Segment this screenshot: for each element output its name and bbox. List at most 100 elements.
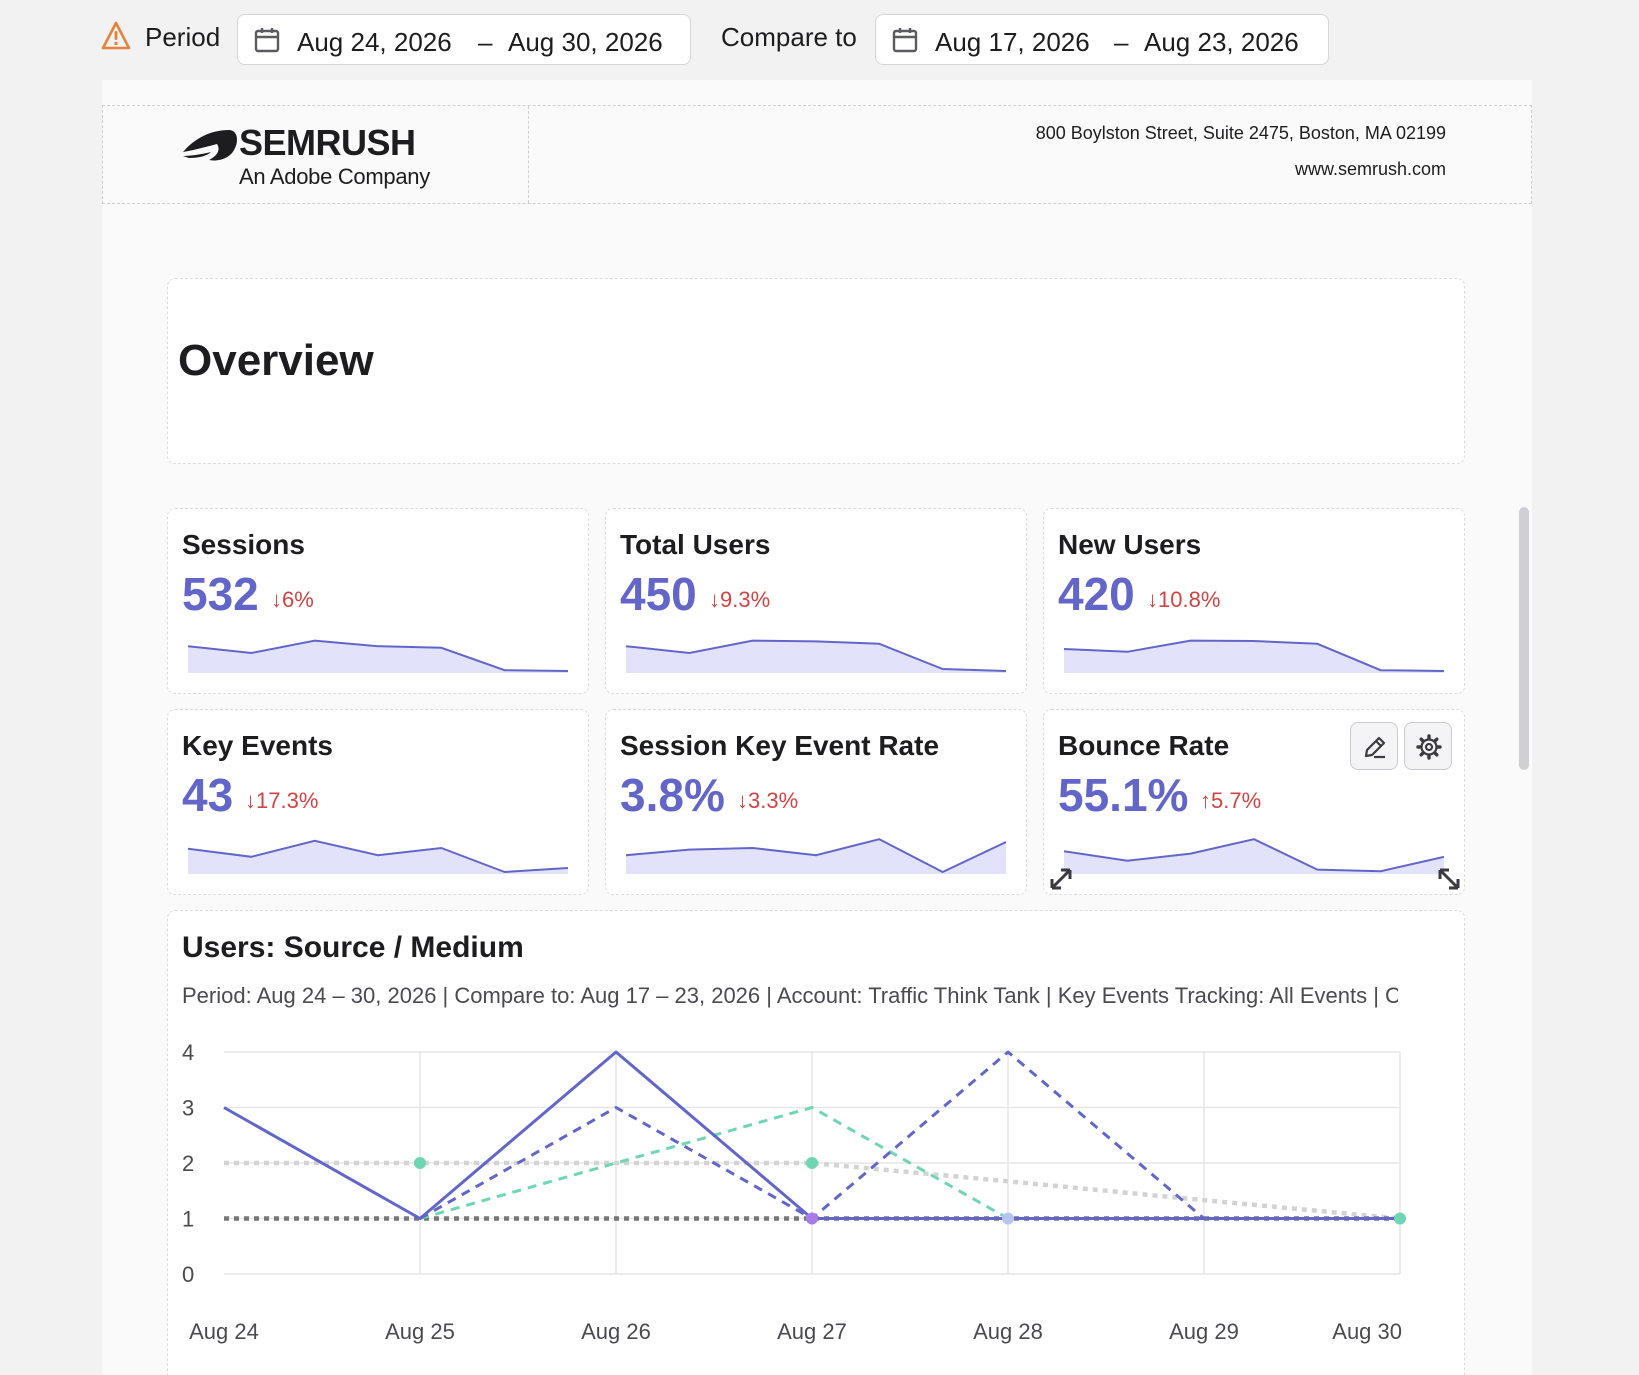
overview-title: Overview xyxy=(178,336,374,385)
range-separator: – xyxy=(478,27,493,57)
report-header: SEMRUSH An Adobe Company 800 Boylston St… xyxy=(102,105,1532,204)
metric-value: 420 xyxy=(1058,568,1135,620)
x-tick-label: Aug 25 xyxy=(385,1319,455,1344)
metric-card[interactable]: Session Key Event Rate 3.8% ↓3.3% xyxy=(605,709,1027,895)
metric-card[interactable]: Sessions 532 ↓6% xyxy=(167,508,589,694)
data-point xyxy=(1394,1212,1406,1225)
chart-subtitle: Period: Aug 24 – 30, 2026 | Compare to: … xyxy=(182,983,1398,1008)
sparkline-area xyxy=(188,840,568,874)
metric-delta-value: 9.3% xyxy=(720,587,771,612)
y-tick-label: 0 xyxy=(182,1262,194,1287)
calendar-icon xyxy=(892,28,918,53)
company-address: 800 Boylston Street, Suite 2475, Boston,… xyxy=(1035,123,1446,143)
sparkline-line xyxy=(188,639,568,672)
sparkline-line xyxy=(188,839,568,874)
metric-sparkline xyxy=(1064,639,1444,673)
metric-title: Key Events xyxy=(182,730,333,761)
metric-sparkline xyxy=(188,639,568,673)
edit-widget-button[interactable] xyxy=(1350,722,1398,770)
resize-handle-right[interactable] xyxy=(1436,866,1462,892)
arrow-down-icon: ↓ xyxy=(245,788,256,813)
metric-delta-value: 10.8% xyxy=(1158,587,1221,612)
metric-delta: ↓9.3% xyxy=(709,587,770,613)
pencil-icon xyxy=(1364,736,1386,759)
data-point xyxy=(806,1157,818,1169)
metric-sparkline xyxy=(626,838,1006,874)
metric-sparkline xyxy=(1064,838,1444,874)
period-start-date: Aug 24, 2026 xyxy=(297,27,452,57)
metric-card[interactable]: New Users 420 ↓10.8% xyxy=(1043,508,1465,694)
x-tick-label: Aug 28 xyxy=(973,1319,1043,1344)
report-page: SEMRUSH An Adobe Company 800 Boylston St… xyxy=(102,80,1532,1375)
y-tick-label: 3 xyxy=(182,1096,194,1121)
sparkline-area xyxy=(626,839,1006,874)
metric-value: 532 xyxy=(182,568,259,620)
y-tick-label: 1 xyxy=(182,1207,194,1232)
sparkline-line xyxy=(1064,639,1444,672)
arrow-down-icon: ↓ xyxy=(709,587,720,612)
source-medium-chart-card: Users: Source / Medium Period: Aug 24 – … xyxy=(167,910,1465,1375)
sparkline-line xyxy=(1064,838,1444,873)
metric-value: 43 xyxy=(182,769,234,821)
overview-section: Overview xyxy=(167,278,1465,464)
sparkline-area xyxy=(626,640,1006,673)
metric-title: Bounce Rate xyxy=(1058,730,1230,761)
arrow-down-icon: ↓ xyxy=(1147,587,1158,612)
data-point xyxy=(1002,1212,1014,1225)
x-tick-label: Aug 29 xyxy=(1169,1319,1239,1344)
x-tick-label: Aug 26 xyxy=(581,1319,651,1344)
data-point xyxy=(806,1212,818,1225)
sparkline-line xyxy=(626,639,1006,672)
metric-value: 3.8% xyxy=(620,769,725,821)
period-date-picker[interactable]: Aug 24, 2026 – Aug 30, 2026 xyxy=(237,14,691,65)
company-website[interactable]: www.semrush.com xyxy=(1294,159,1446,179)
period-label: Period xyxy=(145,22,221,52)
toolbar: Period Aug 24, 2026 – Aug 30, 2026 Compa… xyxy=(0,0,1639,80)
resize-handle-left[interactable] xyxy=(1048,866,1074,892)
series-line xyxy=(419,1106,1400,1220)
metric-delta: ↓17.3% xyxy=(245,788,318,814)
calendar-icon xyxy=(254,28,280,53)
metric-delta: ↓10.8% xyxy=(1147,587,1220,613)
brand-name: SEMRUSH xyxy=(239,122,416,163)
metric-delta: ↑5.7% xyxy=(1200,788,1261,814)
compare-date-picker[interactable]: Aug 17, 2026 – Aug 23, 2026 xyxy=(875,14,1329,65)
metric-delta: ↓3.3% xyxy=(737,788,798,814)
series-line xyxy=(224,1160,1401,1221)
metric-title: New Users xyxy=(1058,529,1202,560)
metric-title: Session Key Event Rate xyxy=(620,730,940,761)
header-divider xyxy=(528,106,529,203)
sparkline-area xyxy=(1064,839,1444,874)
metric-title: Sessions xyxy=(182,529,305,560)
sparkline-area xyxy=(188,640,568,673)
chart-title: Users: Source / Medium xyxy=(182,931,524,964)
x-tick-label: Aug 24 xyxy=(189,1319,259,1344)
users-source-medium-chart: 0 1 2 3 4 Aug 24 Aug 25 Aug 26 Aug 27 Aug 28 Aug 2… xyxy=(182,1040,1406,1344)
arrow-up-icon: ↑ xyxy=(1200,788,1211,813)
metric-card[interactable]: Key Events 43 ↓17.3% xyxy=(167,709,589,895)
x-tick-label: Aug 27 xyxy=(777,1319,847,1344)
widget-settings-button[interactable] xyxy=(1404,722,1452,770)
x-tick-label: Aug 30 xyxy=(1332,1319,1402,1344)
brand-tagline: An Adobe Company xyxy=(239,164,430,189)
compare-start-date: Aug 17, 2026 xyxy=(935,27,1090,57)
sparkline-line xyxy=(626,838,1006,874)
semrush-logo: SEMRUSH An Adobe Company xyxy=(181,122,441,192)
period-end-date: Aug 30, 2026 xyxy=(508,27,663,57)
metric-sparkline xyxy=(626,639,1006,673)
metric-delta-value: 6% xyxy=(282,587,314,612)
warning-icon xyxy=(101,21,131,50)
series-line xyxy=(419,1050,1400,1220)
y-tick-label: 2 xyxy=(182,1151,194,1176)
arrow-down-icon: ↓ xyxy=(271,587,282,612)
metric-delta-value: 3.3% xyxy=(748,788,799,813)
compare-label: Compare to xyxy=(721,22,857,52)
metric-value: 55.1% xyxy=(1058,769,1189,821)
gear-icon xyxy=(1416,734,1442,760)
sparkline-area xyxy=(1064,640,1444,673)
metric-card[interactable]: Bounce Rate 55.1% ↑5.7% xyxy=(1043,709,1465,895)
y-tick-label: 4 xyxy=(182,1040,194,1065)
scrollbar[interactable] xyxy=(1519,507,1529,770)
arrow-down-icon: ↓ xyxy=(737,788,748,813)
metric-card[interactable]: Total Users 450 ↓9.3% xyxy=(605,508,1027,694)
